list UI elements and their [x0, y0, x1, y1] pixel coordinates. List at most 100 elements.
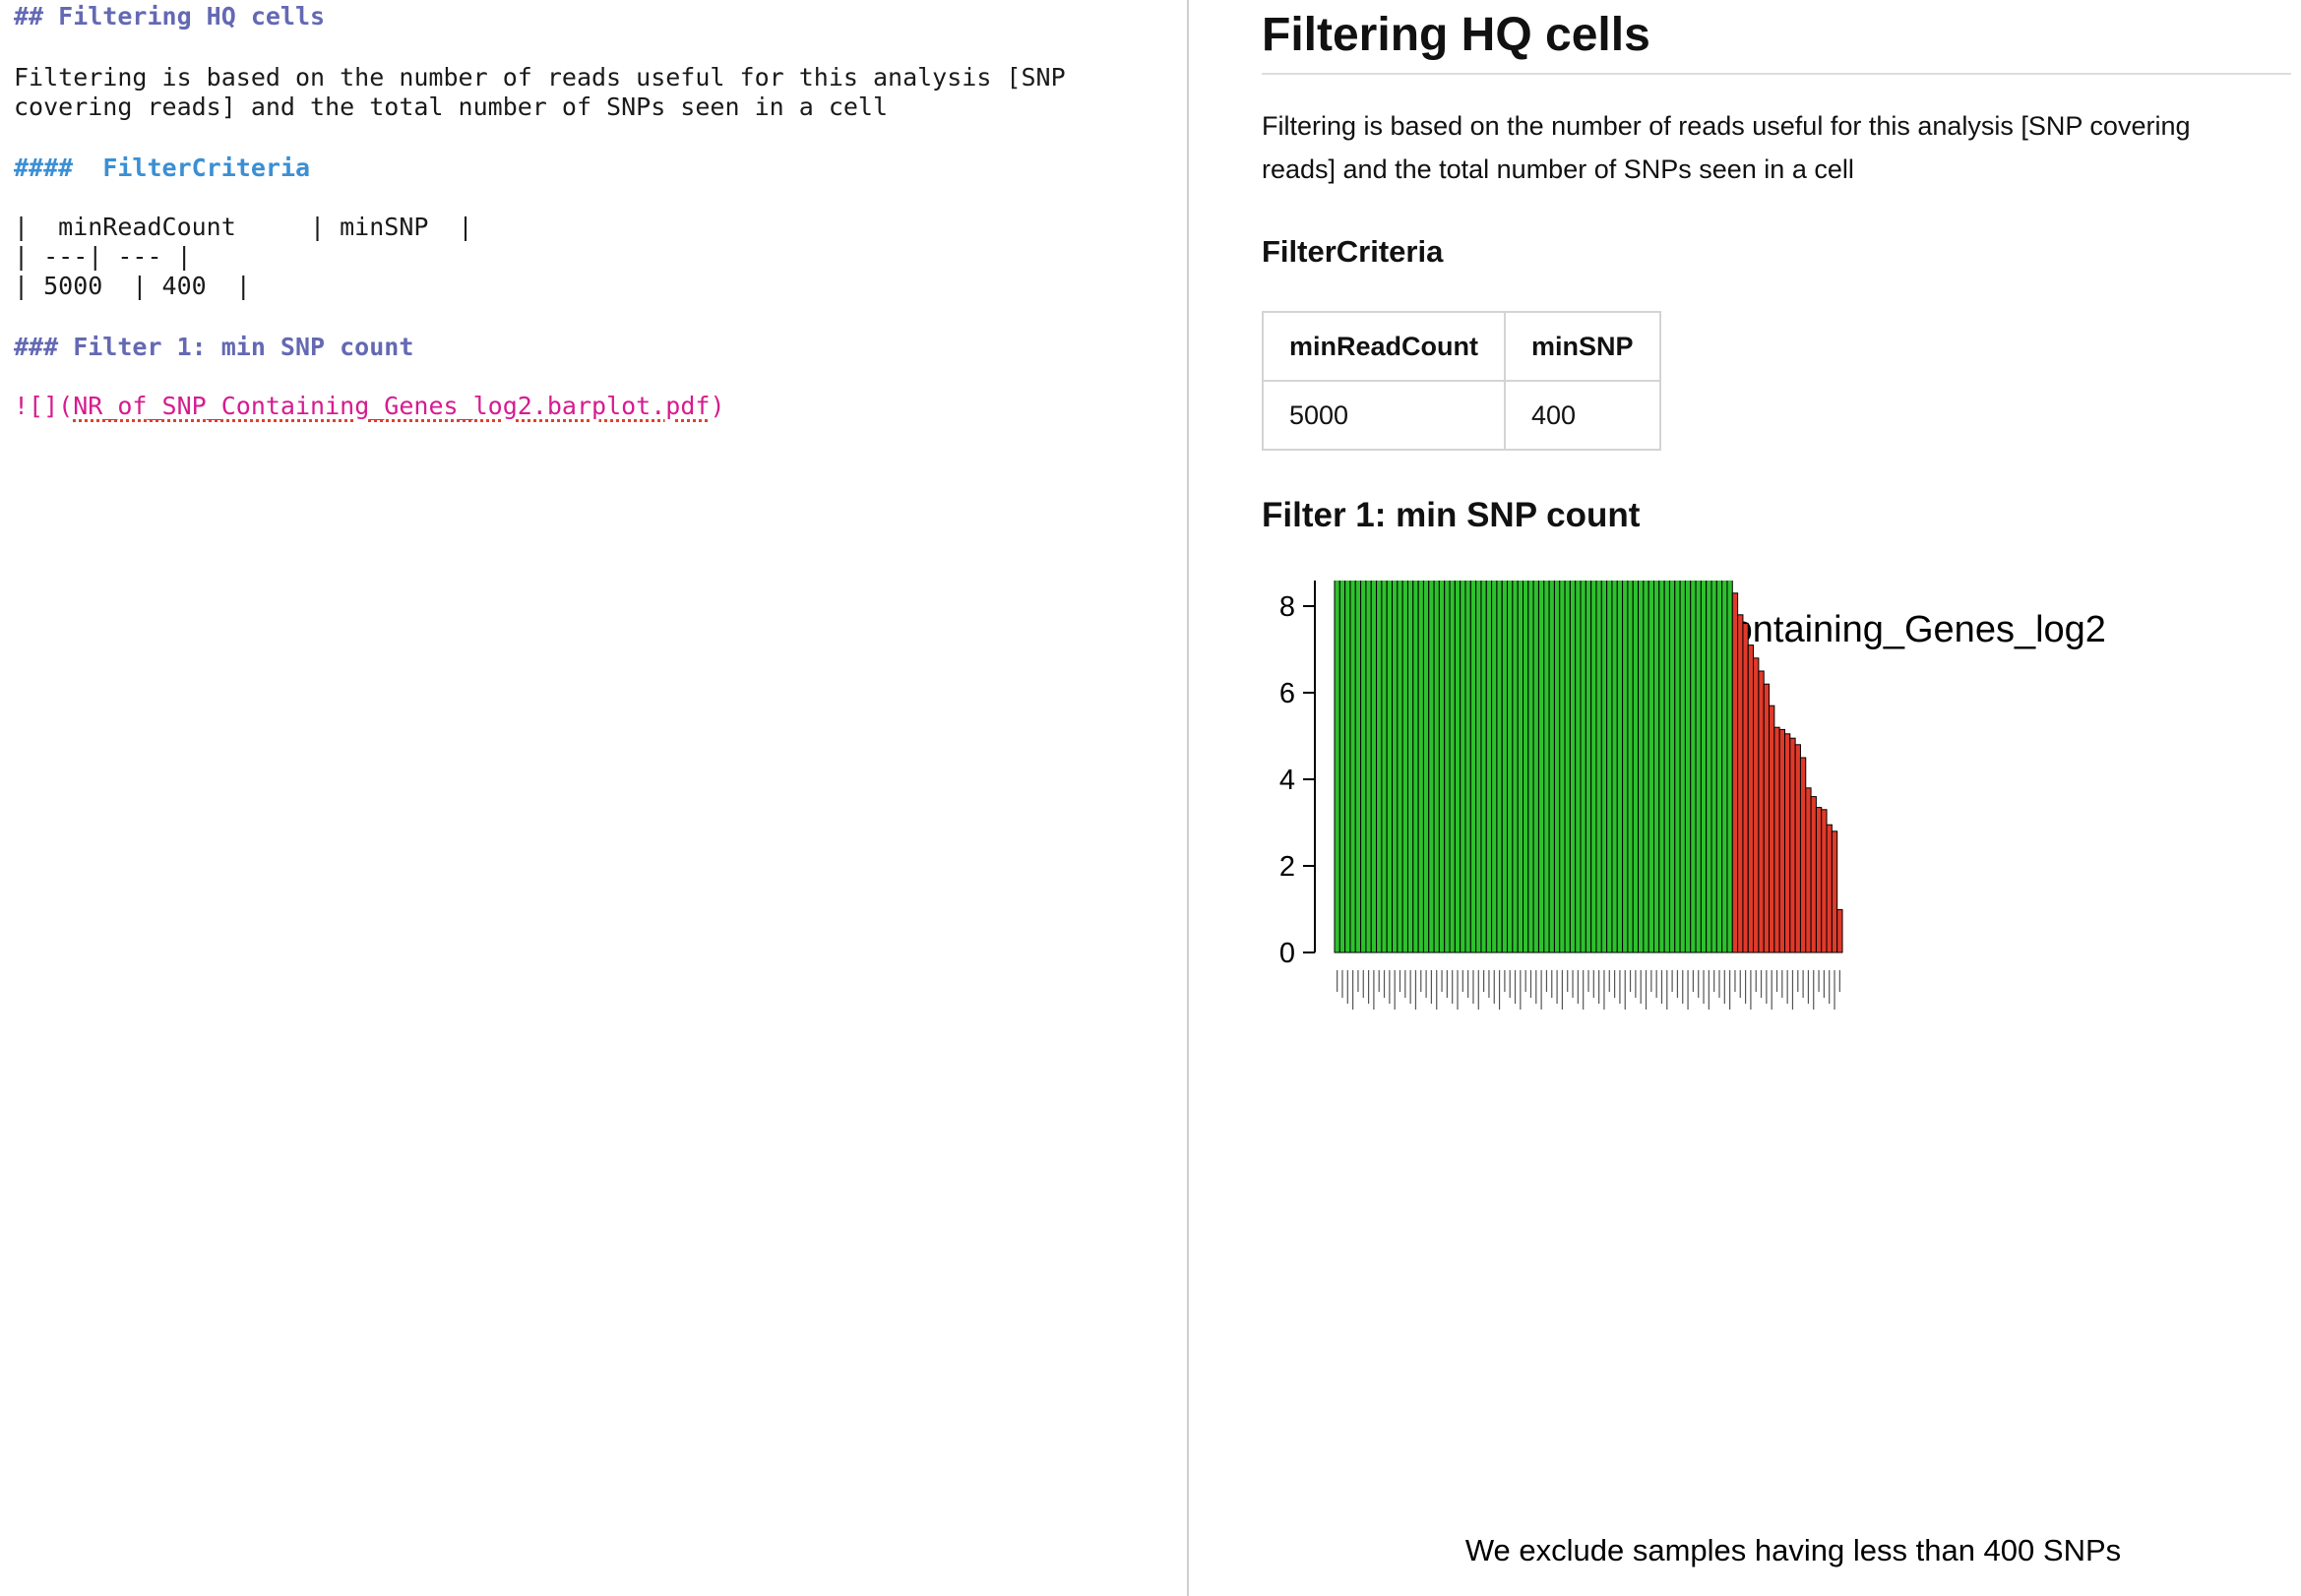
bar [1449, 581, 1456, 953]
bar [1684, 581, 1692, 953]
editor-subheading-line: #### FilterCriteria [14, 153, 310, 183]
bar [1496, 581, 1503, 953]
y-tick-label: 2 [1279, 851, 1295, 883]
bar [1523, 581, 1529, 953]
bar [1706, 581, 1712, 953]
markdown-editor[interactable]: ## Filtering HQ cells Filtering is based… [0, 0, 1187, 1596]
markdown-preview: Filtering HQ cells Filtering is based on… [1189, 0, 2301, 1596]
page-title: Filtering HQ cells [1262, 9, 1650, 61]
bar [1769, 705, 1775, 953]
bar [1537, 581, 1545, 953]
bar [1360, 581, 1367, 953]
bar [1585, 581, 1592, 953]
bar [1632, 581, 1640, 953]
bar [1652, 581, 1660, 953]
bar [1428, 581, 1435, 953]
bar [1543, 581, 1550, 953]
bar [1344, 581, 1351, 953]
editor-image-line[interactable]: ![](NR_of_SNP_Containing_Genes_log2.barp… [14, 392, 725, 421]
bar [1616, 581, 1624, 953]
bar [1527, 581, 1534, 953]
bar [1338, 581, 1346, 953]
chart-xlabel: We exclude samples having less than 400 … [1465, 1533, 2121, 1567]
bar [1469, 581, 1477, 953]
editor-text-line: covering reads] and the total number of … [14, 92, 889, 121]
bar [1753, 657, 1760, 953]
bar [1507, 581, 1514, 953]
bar [1668, 581, 1676, 953]
image-suffix: ) [710, 392, 725, 420]
bar [1643, 581, 1649, 953]
bar [1438, 581, 1446, 953]
bar [1778, 728, 1785, 953]
bar [1397, 581, 1403, 953]
image-prefix: ![]( [14, 392, 74, 420]
bar [1737, 614, 1744, 953]
bar [1401, 581, 1408, 953]
y-tick-label: 4 [1279, 765, 1295, 796]
table-header-cell: minSNP [1504, 311, 1661, 382]
bar [1815, 807, 1823, 953]
bar [1763, 683, 1771, 953]
pane-divider[interactable] [1187, 0, 1189, 1596]
bar [1412, 581, 1419, 953]
bar [1392, 581, 1399, 953]
bar [1553, 581, 1561, 953]
bar [1517, 581, 1524, 953]
bar [1600, 581, 1608, 953]
editor-table-line: | minReadCount | minSNP | [14, 213, 473, 241]
table-row: 5000 400 [1262, 380, 1661, 451]
bar [1758, 670, 1765, 953]
title-rule [1262, 73, 2291, 75]
heading-hashes: #### [14, 153, 74, 182]
bar [1595, 581, 1602, 953]
bar [1386, 581, 1394, 953]
snp-barplot: NR_of_SNP_Containing_Genes_log2 0246810 … [1279, 581, 2121, 1567]
bar [1460, 581, 1466, 953]
image-link-text[interactable]: NR_of_SNP_Containing_Genes_log2.barplot.… [73, 392, 711, 420]
bar [1559, 581, 1566, 953]
bar [1690, 581, 1697, 953]
bar [1365, 581, 1372, 953]
bar [1773, 726, 1780, 953]
table-header-row: minReadCount minSNP [1262, 311, 1661, 382]
editor-table-line: | ---| --- | [14, 242, 192, 271]
bar [1334, 581, 1340, 953]
bar [1376, 581, 1383, 953]
bar [1810, 796, 1817, 953]
table-header-cell: minReadCount [1262, 311, 1506, 382]
bar [1444, 581, 1451, 953]
bar [1485, 581, 1493, 953]
bar [1731, 592, 1739, 953]
bar [1475, 581, 1482, 953]
bar [1480, 581, 1487, 953]
bar [1590, 581, 1597, 953]
bar [1501, 581, 1509, 953]
bar [1826, 824, 1833, 953]
filter-criteria-heading: FilterCriteria [1262, 234, 1444, 269]
bar [1569, 581, 1577, 953]
y-axis: 0246810 [1279, 581, 1316, 969]
bar [1349, 581, 1356, 953]
bar [1638, 581, 1645, 953]
intro-paragraph: Filtering is based on the number of read… [1262, 111, 2191, 184]
bar [1742, 623, 1749, 953]
editor-heading-line: ## Filtering HQ cells [14, 2, 326, 31]
heading-label: FilterCriteria [102, 153, 311, 182]
bar [1710, 581, 1717, 953]
bar [1663, 581, 1670, 953]
bar [1821, 809, 1828, 953]
bar [1381, 581, 1388, 953]
bar [1726, 581, 1733, 953]
y-tick-label: 6 [1279, 678, 1295, 709]
editor-text-line: Filtering is based on the number of read… [14, 63, 1066, 92]
bar [1789, 737, 1796, 953]
table-cell: 5000 [1262, 380, 1506, 451]
bar [1575, 581, 1582, 953]
bar [1658, 581, 1665, 953]
bar [1747, 645, 1755, 953]
bar [1370, 581, 1378, 953]
bar [1622, 581, 1629, 953]
bar [1700, 581, 1708, 953]
table-cell: 400 [1504, 380, 1661, 451]
